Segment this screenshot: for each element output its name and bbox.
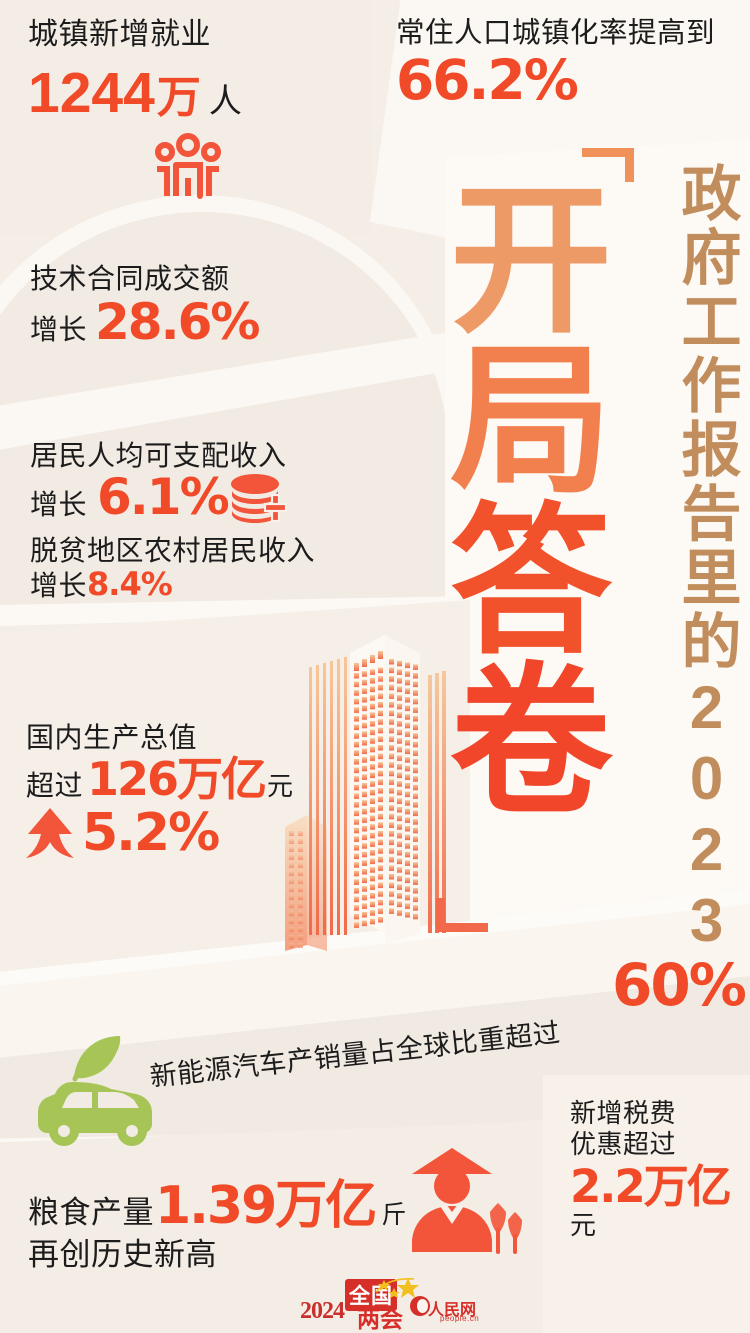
logo-site: 人民网 (428, 1302, 477, 1319)
urban-jobs-unit-big: 万 (156, 72, 201, 122)
grain-unit: 斤 (381, 1201, 407, 1229)
corner-bracket-top-icon (582, 148, 634, 182)
stat-tax-relief: 新增税费 优惠超过 2.2万亿 元 (570, 1098, 750, 1240)
logo-year: 2024 (300, 1298, 345, 1324)
grain-value: 1.39万亿 (155, 1176, 377, 1236)
rural-income-caption: 脱贫地区农村居民收入 (30, 535, 316, 567)
title-char-2: 局 (450, 331, 612, 513)
grain-label: 粮食产量 (28, 1195, 154, 1230)
title-char-4: 卷 (450, 652, 612, 834)
panel-right-column (445, 140, 750, 1000)
nev-value: 60% (612, 951, 747, 1019)
tax-relief-caption-2: 优惠超过 (570, 1128, 677, 1159)
panel-bottom-right (543, 1075, 750, 1333)
rural-income-label: 增长 (30, 569, 88, 601)
urbanization-value: 66.2% (396, 47, 579, 112)
urban-jobs-caption: 城镇新增就业 (28, 18, 211, 51)
stat-gdp: 国内生产总值 超过 126万亿 元 5.2% (26, 722, 356, 860)
grain-sub: 再创历史新高 (28, 1236, 217, 1272)
title-char-1: 开 (450, 171, 612, 352)
tax-relief-value: 2.2万亿 (570, 1160, 732, 1214)
stat-nev-value-wrap: 60% (612, 951, 747, 1019)
tax-relief-caption-1: 新增税费 (570, 1098, 677, 1128)
logo-stars-icon (375, 1278, 419, 1298)
city-buildings-icon (285, 615, 485, 955)
logo-mark-icon (410, 1296, 430, 1316)
tech-contracts-label: 增长 (30, 314, 88, 346)
urbanization-caption: 常住人口城镇化率提高到 (396, 17, 716, 49)
tech-contracts-value: 28.6% (95, 293, 260, 352)
people-group-icon (152, 132, 224, 200)
urban-jobs-value: 1244 (28, 60, 155, 125)
vertical-subtitle: 政府工作报告里的2023 (673, 162, 740, 958)
gdp-value: 126万亿 (87, 752, 267, 807)
gdp-growth-value: 5.2% (82, 802, 220, 863)
stat-grain: 粮食产量 1.39万亿 斤 再创历史新高 (28, 1176, 448, 1273)
main-title: 开 局 答 卷 (450, 171, 625, 834)
tech-contracts-caption: 技术合同成交额 (30, 263, 230, 294)
disposable-income-label: 增长 (30, 489, 88, 521)
stat-urban-jobs: 城镇新增就业 1244 万 人 (28, 18, 358, 126)
gdp-unit: 元 (267, 771, 294, 802)
publisher-logo[interactable]: 全国 2024 两会 人民网 people.cn (300, 1276, 480, 1332)
gdp-caption: 国内生产总值 (26, 722, 198, 753)
stat-tech-contracts: 技术合同成交额 增长 28.6% (30, 263, 370, 352)
up-arrow-icon (26, 807, 74, 860)
stat-income: 居民人均可支配收入 增长 6.1% 脱贫地区农村居民收入 增长 8.4% (30, 440, 400, 601)
gdp-label: 超过 (26, 770, 84, 802)
corner-bracket-bottom-icon (436, 898, 488, 932)
disposable-income-caption: 居民人均可支配收入 (30, 440, 287, 471)
disposable-income-value: 6.1% (97, 468, 230, 527)
stat-urbanization: 常住人口城镇化率提高到 66.2% (396, 17, 741, 112)
logo-lianghui: 两会 (357, 1306, 403, 1332)
coin-stack-plus-icon (228, 473, 290, 523)
farmer-wheat-icon (404, 1146, 532, 1256)
rural-income-value: 8.4% (87, 564, 173, 603)
green-car-leaf-icon (28, 1030, 168, 1148)
urban-jobs-unit-small: 人 (208, 81, 242, 119)
title-char-3: 答 (450, 491, 612, 673)
logo-domain: people.cn (440, 1314, 480, 1323)
tax-relief-unit: 元 (570, 1209, 597, 1240)
